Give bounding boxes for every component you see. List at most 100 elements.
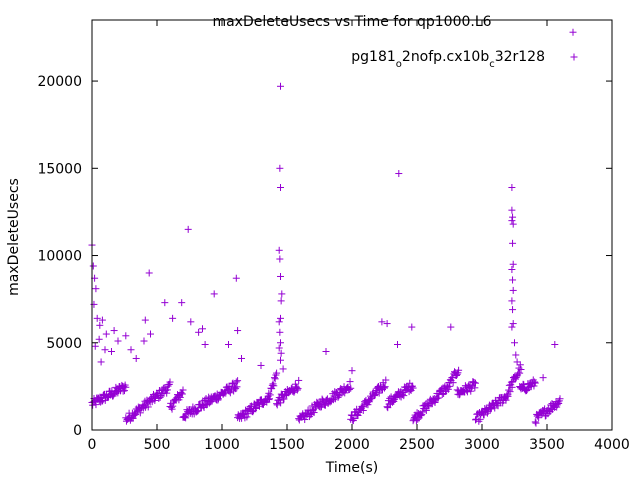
data-point [163, 386, 171, 394]
data-point [277, 356, 284, 364]
data-point [508, 217, 516, 225]
data-point [295, 376, 303, 384]
data-point [556, 395, 564, 403]
y-tick-label: 0 [73, 423, 82, 439]
data-point [164, 382, 172, 390]
y-axis-label: maxDeleteUsecs [6, 178, 22, 296]
data-point [375, 389, 383, 397]
data-point [122, 332, 130, 340]
data-point [98, 316, 106, 324]
data-point [364, 401, 372, 409]
data-point [277, 272, 284, 280]
x-tick-label: 4000 [594, 437, 630, 453]
data-point [184, 225, 192, 233]
data-point [136, 409, 144, 417]
data-point [508, 323, 516, 331]
data-point [502, 396, 510, 404]
data-point [276, 255, 284, 263]
data-point [210, 290, 218, 298]
data-point [101, 346, 109, 354]
x-tick-label: 1500 [269, 437, 305, 453]
data-point [182, 414, 190, 422]
data-point [273, 400, 281, 408]
data-point [122, 383, 130, 391]
data-point [243, 413, 251, 421]
data-point [530, 382, 538, 390]
data-point [509, 276, 517, 284]
data-point [252, 404, 260, 412]
x-tick-label: 3000 [464, 437, 500, 453]
data-point [354, 411, 362, 419]
data-point [278, 290, 286, 298]
data-point [487, 405, 495, 413]
y-tick-label: 10000 [37, 249, 82, 265]
data-point [539, 408, 547, 416]
data-point [508, 206, 516, 214]
data-point [449, 379, 457, 387]
data-point [266, 395, 274, 403]
data-point [383, 320, 391, 328]
data-point [187, 318, 195, 326]
data-point [431, 399, 439, 407]
data-point [119, 387, 127, 395]
data-point [408, 323, 416, 331]
data-point [390, 395, 398, 403]
data-point [232, 274, 240, 282]
data-point [238, 354, 245, 362]
data-point [276, 164, 284, 172]
data-point [266, 391, 274, 399]
data-point [480, 411, 488, 419]
data-point [229, 379, 237, 387]
data-point [453, 370, 461, 378]
data-point [438, 390, 446, 398]
data-point [92, 285, 100, 293]
data-point [96, 393, 104, 401]
data-point [348, 367, 356, 375]
data-point [226, 389, 234, 397]
data-point [455, 366, 463, 374]
data-point [508, 183, 516, 191]
x-tick-label: 1000 [204, 437, 240, 453]
data-point [380, 384, 388, 392]
data-point [178, 390, 186, 398]
data-point [508, 297, 516, 305]
data-point [509, 213, 517, 221]
data-point [96, 321, 104, 329]
data-points [88, 28, 577, 427]
data-point [508, 265, 516, 273]
data-point [395, 170, 403, 178]
data-point [279, 365, 287, 373]
data-point [214, 396, 222, 404]
data-point [467, 387, 475, 395]
data-point [179, 386, 187, 394]
data-point [276, 328, 284, 336]
data-point [382, 376, 390, 384]
legend-marker [570, 53, 578, 61]
data-point [167, 403, 175, 411]
data-point [320, 401, 328, 409]
data-point [535, 414, 543, 422]
data-point [277, 183, 284, 191]
data-point [459, 387, 467, 395]
x-tick-label: 2000 [334, 437, 370, 453]
data-point [422, 406, 430, 414]
data-point [277, 297, 285, 305]
data-point [271, 375, 279, 383]
data-point [275, 344, 283, 352]
data-point [275, 246, 283, 254]
data-point [127, 346, 135, 354]
data-point [97, 358, 105, 366]
data-point [234, 327, 242, 335]
data-point [409, 384, 417, 392]
data-point [414, 415, 422, 423]
legend: pg181o2nofp.cx10bc32r128 [351, 49, 578, 70]
data-point [232, 378, 240, 386]
data-point [513, 358, 521, 366]
data-point [551, 341, 559, 349]
data-point [132, 411, 140, 419]
data-point [273, 369, 281, 377]
data-point [169, 314, 177, 322]
data-point [234, 377, 242, 385]
data-point [509, 320, 517, 328]
data-point [151, 396, 159, 404]
